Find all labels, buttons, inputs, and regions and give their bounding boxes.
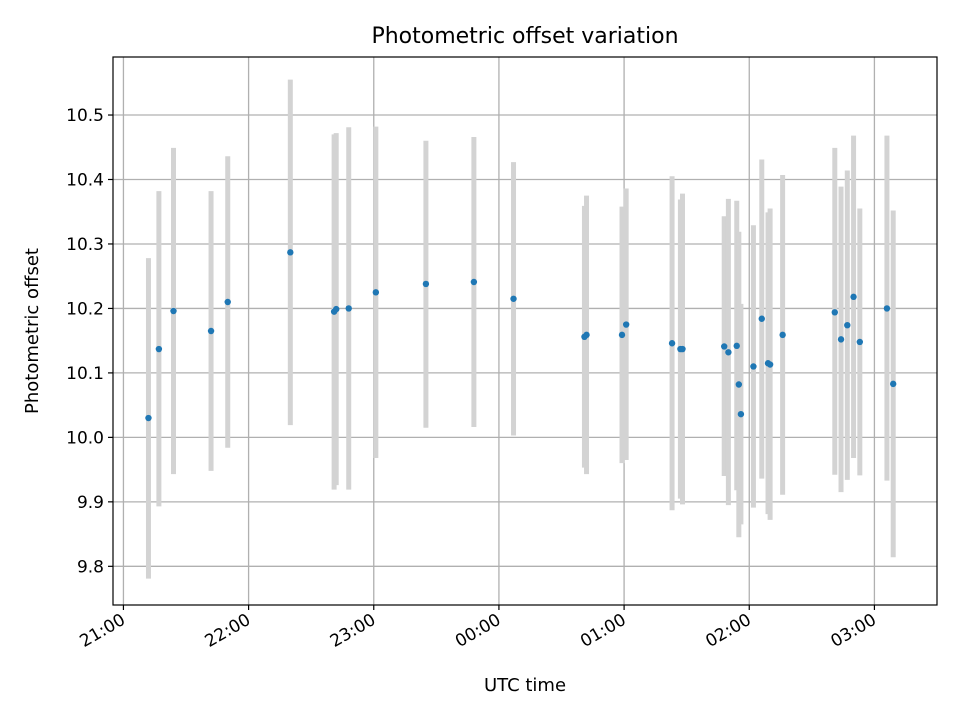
data-point <box>224 298 231 306</box>
data-point <box>889 380 897 388</box>
data-point <box>422 280 430 288</box>
data-point <box>679 345 686 353</box>
data-point <box>170 307 177 315</box>
data-point <box>510 295 517 302</box>
y-axis-label: Photometric offset <box>22 248 43 414</box>
data-point <box>766 361 774 368</box>
data-point <box>831 309 838 316</box>
data-point <box>583 331 590 339</box>
y-tick-label: 9.9 <box>77 493 104 513</box>
data-point <box>779 331 786 339</box>
chart-title: Photometric offset variation <box>371 24 678 49</box>
data-point <box>345 305 352 312</box>
data-point <box>618 331 626 339</box>
data-point <box>837 336 845 343</box>
data-point <box>287 249 294 256</box>
y-tick-label: 10.4 <box>66 170 104 190</box>
plot-frame <box>112 56 938 606</box>
data-point <box>750 363 757 370</box>
data-point-layer <box>145 249 897 422</box>
data-point <box>470 278 478 286</box>
data-point <box>737 410 745 418</box>
data-point <box>758 315 765 322</box>
data-point <box>333 305 340 313</box>
y-tick-label: 10.5 <box>66 106 104 126</box>
data-point <box>856 338 864 346</box>
data-point <box>735 381 743 388</box>
y-tick-label: 10.0 <box>66 428 104 448</box>
data-point <box>844 321 851 329</box>
data-point <box>155 345 163 353</box>
data-point <box>883 305 891 312</box>
y-tick-label: 10.3 <box>66 235 104 255</box>
data-point <box>372 289 380 296</box>
data-point <box>668 340 676 347</box>
data-point <box>145 414 152 422</box>
x-axis-label: UTC time <box>484 675 566 696</box>
data-point <box>207 327 215 335</box>
data-point <box>725 349 732 356</box>
data-point <box>733 342 740 350</box>
data-point <box>850 293 857 301</box>
y-tick-label: 10.2 <box>66 299 104 319</box>
data-point <box>721 343 728 350</box>
y-tick-label: 9.8 <box>77 557 104 577</box>
data-point <box>622 321 630 328</box>
y-tick-label: 10.1 <box>66 364 104 384</box>
